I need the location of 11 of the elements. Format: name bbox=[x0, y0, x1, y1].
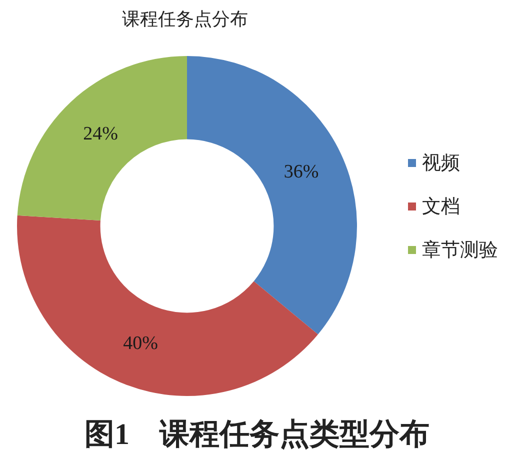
caption: 图1 课程任务点类型分布 bbox=[84, 418, 430, 451]
donut-slice bbox=[187, 56, 357, 334]
donut-slice bbox=[17, 56, 187, 221]
legend-label: 章节测验 bbox=[422, 239, 498, 261]
data-label: 36% bbox=[284, 162, 319, 183]
legend-label: 视频 bbox=[422, 152, 460, 174]
chart-title: 课程任务点分布 bbox=[122, 9, 248, 30]
data-label: 40% bbox=[123, 332, 158, 354]
donut-slice bbox=[17, 215, 318, 396]
legend-label: 文档 bbox=[422, 196, 460, 218]
data-label: 24% bbox=[83, 123, 118, 144]
